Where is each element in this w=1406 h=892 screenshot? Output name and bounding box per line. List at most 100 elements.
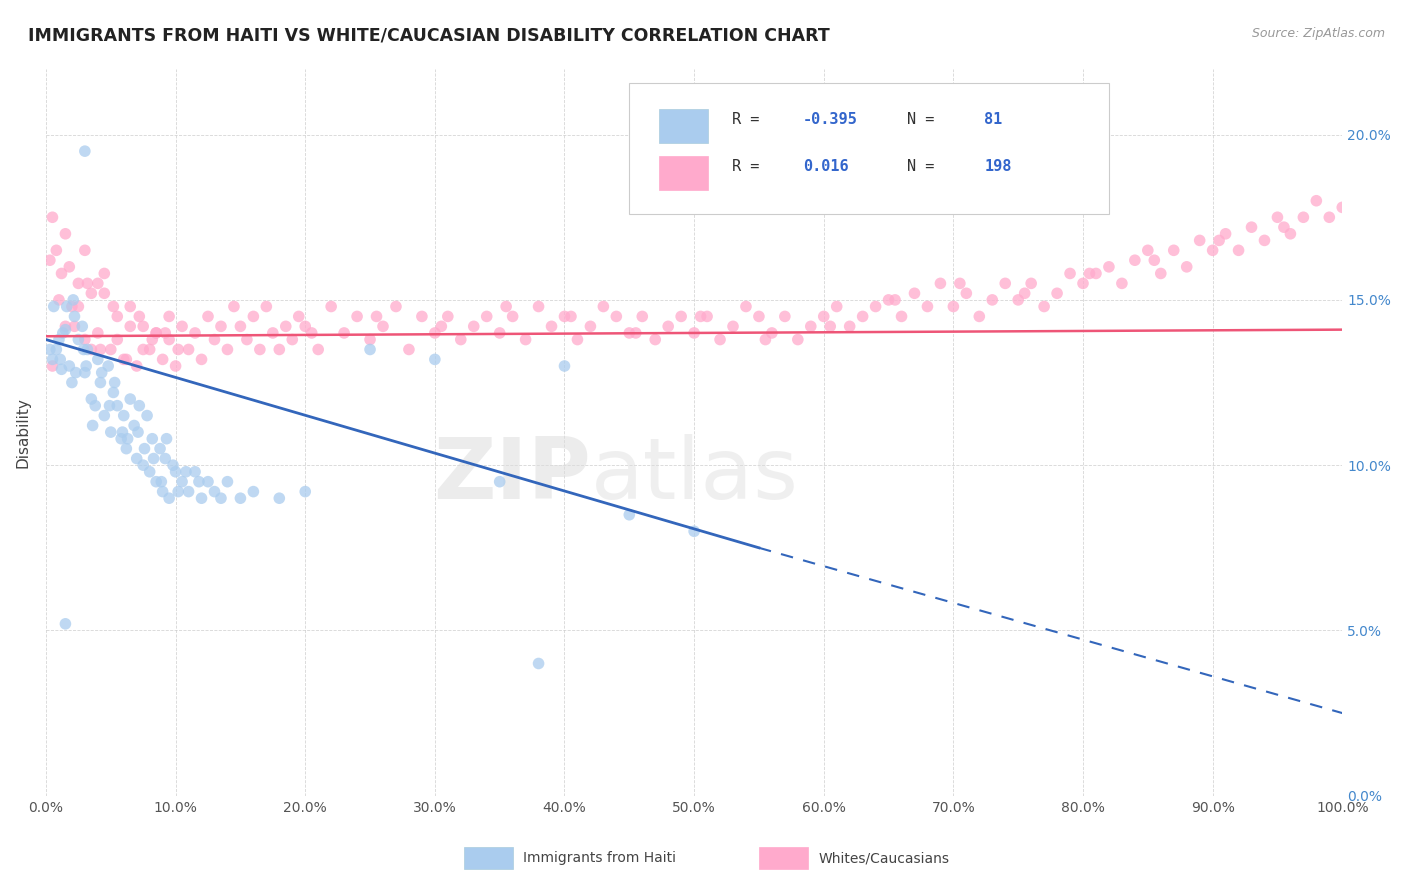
Point	[1188, 234, 1211, 248]
Point	[262, 326, 284, 340]
Point	[669, 310, 692, 324]
Point	[145, 326, 167, 340]
Point	[49, 352, 72, 367]
Text: -0.395: -0.395	[803, 112, 858, 127]
Point	[48, 293, 70, 307]
Text: 198: 198	[984, 159, 1012, 174]
Point	[281, 333, 304, 347]
Point	[45, 343, 67, 357]
Point	[527, 300, 550, 314]
Point	[84, 399, 107, 413]
Point	[105, 333, 128, 347]
Point	[141, 432, 163, 446]
Point	[249, 343, 271, 357]
Point	[72, 319, 94, 334]
Point	[346, 310, 368, 324]
Point	[527, 657, 550, 671]
Point	[204, 333, 226, 347]
Point	[222, 300, 245, 314]
Point	[540, 319, 562, 334]
Point	[1208, 234, 1230, 248]
Point	[62, 293, 84, 307]
Point	[423, 326, 446, 340]
Point	[1123, 253, 1146, 268]
Text: Immigrants from Haiti: Immigrants from Haiti	[523, 851, 676, 865]
Point	[1272, 220, 1295, 235]
Point	[48, 333, 70, 347]
Point	[38, 253, 60, 268]
Point	[155, 451, 177, 466]
Point	[1331, 200, 1354, 214]
Point	[605, 310, 627, 324]
Point	[209, 319, 232, 334]
Point	[929, 277, 952, 291]
Point	[1033, 300, 1056, 314]
Text: 0.016: 0.016	[803, 159, 849, 174]
Point	[818, 319, 841, 334]
Point	[865, 300, 887, 314]
Point	[981, 293, 1004, 307]
Point	[619, 326, 641, 340]
Point	[307, 343, 329, 357]
Point	[87, 326, 110, 340]
Point	[1136, 244, 1159, 258]
Point	[87, 277, 110, 291]
Point	[269, 491, 291, 506]
Point	[41, 352, 63, 367]
Point	[55, 323, 77, 337]
Point	[567, 333, 589, 347]
Point	[884, 293, 907, 307]
Point	[134, 442, 156, 456]
Point	[229, 319, 252, 334]
Point	[852, 310, 875, 324]
Text: R =: R =	[731, 112, 768, 127]
Point	[877, 293, 900, 307]
Point	[903, 286, 925, 301]
Point	[141, 333, 163, 347]
Point	[110, 432, 132, 446]
Point	[197, 310, 219, 324]
Point	[269, 343, 291, 357]
Point	[301, 326, 323, 340]
Point	[1143, 253, 1166, 268]
Point	[67, 277, 90, 291]
Y-axis label: Disability: Disability	[15, 397, 30, 467]
Point	[217, 343, 239, 357]
Point	[55, 616, 77, 631]
Point	[72, 343, 94, 357]
Point	[120, 300, 142, 314]
Point	[1253, 234, 1275, 248]
Point	[1317, 211, 1340, 225]
Point	[359, 343, 381, 357]
Point	[105, 310, 128, 324]
Point	[553, 359, 575, 373]
Point	[142, 451, 165, 466]
Point	[90, 366, 112, 380]
Point	[128, 399, 150, 413]
Point	[450, 333, 472, 347]
Point	[1084, 267, 1107, 281]
Point	[761, 326, 783, 340]
Point	[1163, 244, 1185, 258]
Point	[502, 310, 524, 324]
Point	[1014, 286, 1036, 301]
Point	[825, 300, 848, 314]
Point	[93, 267, 115, 281]
Point	[112, 409, 135, 423]
Point	[321, 300, 343, 314]
Point	[55, 227, 77, 241]
Point	[38, 343, 60, 357]
Point	[172, 319, 194, 334]
Point	[132, 458, 155, 472]
Point	[1175, 260, 1198, 274]
Point	[41, 211, 63, 225]
Point	[1071, 277, 1094, 291]
Point	[917, 300, 939, 314]
Point	[172, 475, 194, 489]
Point	[495, 300, 517, 314]
Point	[709, 333, 731, 347]
Point	[475, 310, 498, 324]
Point	[624, 326, 647, 340]
Point	[98, 399, 121, 413]
Point	[333, 326, 356, 340]
